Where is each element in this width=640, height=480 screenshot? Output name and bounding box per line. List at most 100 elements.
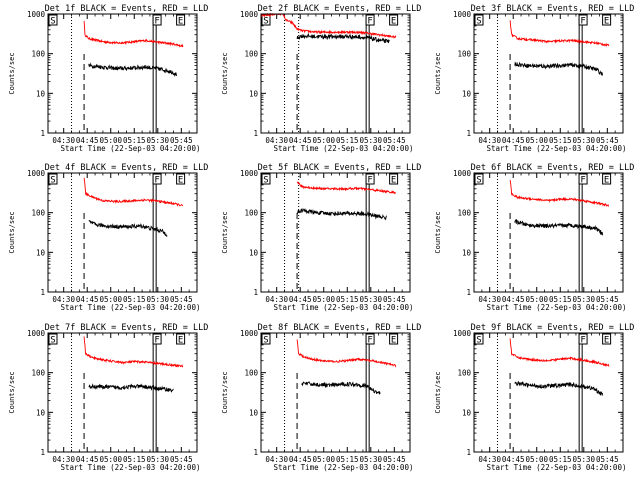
plot-frame: [47, 13, 198, 134]
y-tick-label: 10: [36, 89, 46, 98]
panel-title: Det 8f BLACK = Events, RED = LLD: [258, 323, 422, 333]
marker-box-E: [176, 333, 186, 345]
marker-box-S: [261, 173, 271, 185]
plot-frame: [260, 172, 411, 293]
y-tick-label: 10: [36, 408, 46, 417]
marker-box-E: [176, 173, 186, 185]
events-series-line: [514, 218, 604, 236]
x-tick-label: 05:00: [312, 455, 335, 464]
marker-label-S: S: [50, 17, 55, 27]
lld-series-line: [509, 179, 610, 207]
x-tick-label: 04:45: [289, 136, 312, 145]
plot-frame: [473, 13, 624, 134]
y-tick-label: 10: [249, 408, 259, 417]
x-tick-label: 05:15: [123, 295, 146, 304]
y-tick-label: 1: [40, 448, 45, 457]
x-tick-label: 05:45: [596, 136, 619, 145]
panel-det-7f: Det 7f BLACK = Events, RED = LLD Counts/s…: [8, 323, 208, 472]
x-tick-label: 05:45: [383, 136, 406, 145]
y-axis-label: Counts/sec: [8, 211, 16, 253]
y-tick-label: 10: [36, 248, 46, 257]
y-tick-label: 1: [466, 448, 471, 457]
marker-box-S: [48, 173, 58, 185]
y-tick-label: 1: [466, 288, 471, 297]
y-tick-label: 100: [457, 209, 471, 218]
marker-label-S: S: [476, 336, 481, 346]
y-tick-label: 1: [466, 129, 471, 138]
x-tick-label: 04:45: [76, 295, 99, 304]
events-series-line: [297, 207, 387, 221]
events-series-line: [88, 219, 168, 237]
x-tick-label: 05:15: [123, 455, 146, 464]
marker-box-F: [578, 333, 588, 345]
y-tick-label: 1: [40, 129, 45, 138]
x-tick-label: 05:30: [147, 295, 170, 304]
y-tick-label: 100: [31, 369, 45, 378]
plot-frame: [473, 332, 624, 453]
marker-label-E: E: [604, 176, 609, 186]
x-tick-label: 04:45: [289, 295, 312, 304]
y-tick-label: 10: [249, 89, 259, 98]
marker-label-F: F: [154, 336, 159, 346]
plot-frame: [260, 332, 411, 453]
events-series-line: [301, 381, 381, 395]
marker-label-E: E: [391, 17, 396, 27]
marker-box-F: [152, 333, 162, 345]
marker-box-S: [474, 173, 484, 185]
panel-det-8f: Det 8f BLACK = Events, RED = LLD Counts/s…: [221, 323, 421, 472]
y-axis-label: Counts/sec: [221, 211, 229, 253]
x-tick-label: 04:30: [265, 295, 288, 304]
x-tick-label: 05:15: [549, 455, 572, 464]
x-axis-label: Start Time (22-Sep-03 04:20:00): [274, 303, 414, 312]
marker-box-E: [602, 173, 612, 185]
y-tick-label: 1: [40, 288, 45, 297]
x-tick-label: 04:30: [52, 136, 75, 145]
lld-series-line: [83, 336, 184, 368]
panel-title: Det 1f BLACK = Events, RED = LLD: [45, 4, 209, 14]
x-tick-label: 04:45: [502, 295, 525, 304]
lld-series-line: [509, 338, 610, 367]
x-tick-label: 05:00: [99, 136, 122, 145]
x-tick-label: 05:30: [573, 455, 596, 464]
x-tick-label: 05:15: [336, 455, 359, 464]
events-series-line: [296, 32, 390, 44]
x-tick-label: 05:15: [549, 136, 572, 145]
panel-title: Det 2f BLACK = Events, RED = LLD: [258, 4, 422, 14]
y-tick-label: 100: [457, 50, 471, 59]
marker-box-F: [152, 173, 162, 185]
x-axis-label: Start Time (22-Sep-03 04:20:00): [487, 303, 627, 312]
x-axis-label: Start Time (22-Sep-03 04:20:00): [487, 144, 627, 153]
marker-box-F: [365, 173, 375, 185]
marker-label-F: F: [367, 336, 372, 346]
marker-label-E: E: [391, 176, 396, 186]
marker-label-S: S: [50, 176, 55, 186]
plot-frame: [47, 172, 198, 293]
x-tick-label: 05:30: [573, 295, 596, 304]
x-axis-label: Start Time (22-Sep-03 04:20:00): [274, 463, 414, 472]
y-tick-label: 10: [462, 248, 472, 257]
y-tick-label: 100: [31, 50, 45, 59]
y-tick-label: 100: [457, 369, 471, 378]
marker-label-F: F: [367, 17, 372, 27]
marker-label-E: E: [604, 336, 609, 346]
y-axis-label: Counts/sec: [434, 52, 442, 94]
marker-label-S: S: [476, 17, 481, 27]
x-axis-label: Start Time (22-Sep-03 04:20:00): [61, 463, 201, 472]
y-axis-label: Counts/sec: [434, 371, 442, 413]
lld-series-line: [83, 177, 184, 207]
panel-det-6f: Det 6f BLACK = Events, RED = LLD Counts/s…: [434, 163, 634, 312]
x-tick-label: 04:30: [478, 295, 501, 304]
panel-title: Det 5f BLACK = Events, RED = LLD: [258, 163, 422, 173]
marker-label-F: F: [367, 176, 372, 186]
panel-title: Det 9f BLACK = Events, RED = LLD: [471, 323, 635, 333]
x-tick-label: 04:30: [265, 136, 288, 145]
marker-box-E: [389, 173, 399, 185]
marker-box-E: [176, 14, 186, 26]
x-tick-label: 04:45: [76, 455, 99, 464]
x-tick-label: 05:45: [170, 455, 193, 464]
x-tick-label: 05:15: [336, 295, 359, 304]
y-tick-label: 1000: [240, 329, 259, 338]
y-tick-label: 10: [462, 408, 472, 417]
x-tick-label: 05:00: [99, 455, 122, 464]
